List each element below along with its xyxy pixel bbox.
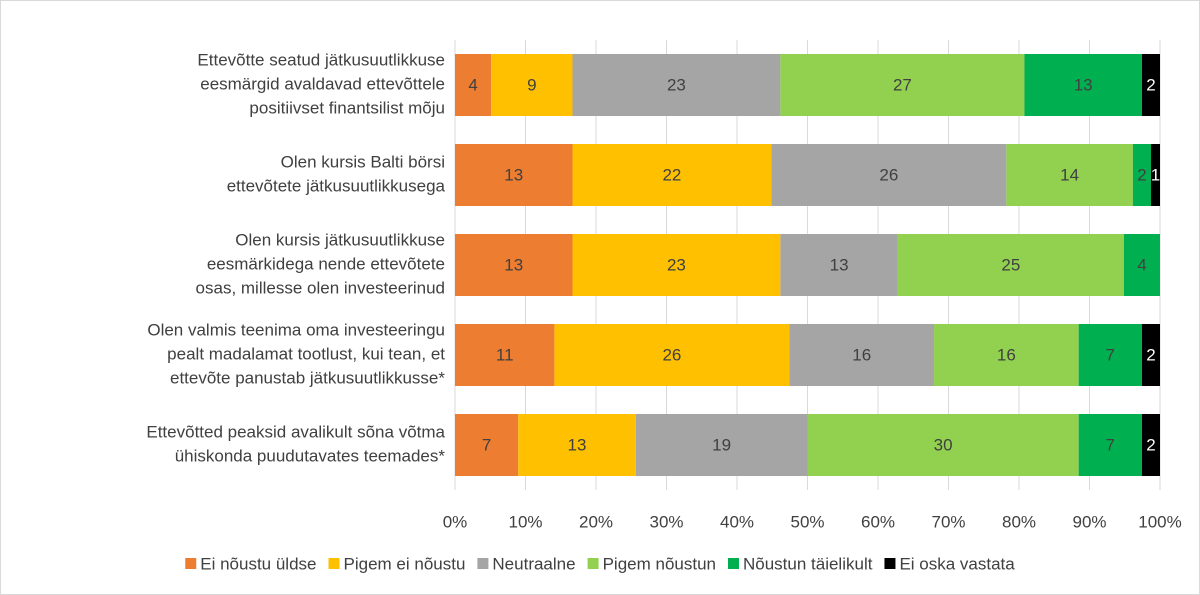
bar-segment xyxy=(780,234,898,296)
bar-segment xyxy=(1006,144,1133,206)
x-tick-label: 30% xyxy=(649,512,683,531)
y-tick-label: Ettevõtte seatud jätkusuutlikkuse xyxy=(197,50,445,69)
x-tick-label: 0% xyxy=(443,512,468,531)
bar-segment xyxy=(455,144,573,206)
data-label: 9 xyxy=(527,75,536,94)
y-tick-label: ühiskonda puudutavates teemades* xyxy=(175,446,446,465)
legend-label: Ei nõustu üldse xyxy=(200,554,316,573)
x-tick-label: 20% xyxy=(579,512,613,531)
legend-label: Pigem ei nõustu xyxy=(344,554,466,573)
data-label: 13 xyxy=(504,255,523,274)
legend-swatch xyxy=(185,558,197,569)
data-label: 4 xyxy=(1137,255,1146,274)
legend-label: Neutraalne xyxy=(492,554,575,573)
bar-segment xyxy=(455,324,555,386)
y-tick-label: positiivset finantsilist mõju xyxy=(249,98,445,117)
data-label: 25 xyxy=(1001,255,1020,274)
data-label: 4 xyxy=(468,75,477,94)
bar-segment xyxy=(1078,414,1142,476)
y-tick-label: Olen valmis teenima oma investeeringu xyxy=(147,320,445,339)
bar-segment xyxy=(572,54,781,116)
bar-segment xyxy=(780,54,1025,116)
y-tick-label: Olen kursis jätkusuutlikkuse xyxy=(235,230,445,249)
data-label: 26 xyxy=(662,345,681,364)
bar-segment xyxy=(572,234,781,296)
data-label: 30 xyxy=(934,435,953,454)
y-tick-label: eesmärgid avaldavad ettevõttele xyxy=(200,74,445,93)
bar-segment xyxy=(554,324,790,386)
data-label: 22 xyxy=(662,165,681,184)
data-label: 26 xyxy=(879,165,898,184)
bar-segment xyxy=(1123,234,1160,296)
y-tick-label: eesmärkidega nende ettevõtete xyxy=(207,254,445,273)
data-label: 2 xyxy=(1146,435,1155,454)
bar-segment xyxy=(572,144,772,206)
x-tick-label: 10% xyxy=(508,512,542,531)
y-tick-label: ettevõte panustab jätkusuutlikkusse* xyxy=(170,368,445,387)
bar-segment xyxy=(1132,144,1151,206)
bar-segment xyxy=(1141,414,1160,476)
data-label: 23 xyxy=(667,255,686,274)
y-tick-label: Olen kursis Balti börsi xyxy=(281,152,445,171)
data-label: 14 xyxy=(1060,165,1079,184)
data-label: 7 xyxy=(1106,435,1115,454)
x-tick-label: 50% xyxy=(790,512,824,531)
data-label: 19 xyxy=(712,435,731,454)
data-label: 13 xyxy=(1074,75,1093,94)
legend-swatch xyxy=(328,558,340,569)
x-tick-label: 100% xyxy=(1138,512,1181,531)
y-tick-label: ettevõtete jätkusuutlikkusega xyxy=(227,176,446,195)
bar-segment xyxy=(1141,324,1160,386)
bar-segment xyxy=(897,234,1124,296)
data-label: 2 xyxy=(1137,165,1146,184)
legend-swatch xyxy=(477,558,489,569)
bar-segment xyxy=(518,414,636,476)
y-tick-label: pealt madalamat tootlust, kui tean, et xyxy=(167,344,445,363)
bar-segment xyxy=(789,324,935,386)
data-label: 13 xyxy=(504,165,523,184)
legend-label: Nõustun täielikult xyxy=(743,554,873,573)
data-label: 16 xyxy=(852,345,871,364)
legend-label: Pigem nõustun xyxy=(603,554,716,573)
bar-segment xyxy=(1150,144,1160,206)
data-label: 7 xyxy=(482,435,491,454)
bar-segment xyxy=(635,414,808,476)
data-label: 13 xyxy=(830,255,849,274)
data-label: 1 xyxy=(1151,165,1160,184)
bar-segment xyxy=(1078,324,1142,386)
bar-segment xyxy=(1141,54,1160,116)
bar-segment xyxy=(455,54,492,116)
data-label: 2 xyxy=(1146,345,1155,364)
data-label: 13 xyxy=(568,435,587,454)
data-label: 7 xyxy=(1106,345,1115,364)
legend-swatch xyxy=(884,558,896,569)
data-label: 11 xyxy=(496,345,514,364)
bar-segment xyxy=(1024,54,1142,116)
x-tick-label: 40% xyxy=(720,512,754,531)
data-label: 2 xyxy=(1146,75,1155,94)
x-tick-label: 60% xyxy=(861,512,895,531)
bar-segment xyxy=(455,234,573,296)
x-tick-label: 70% xyxy=(931,512,965,531)
bar-segment xyxy=(491,54,573,116)
legend-swatch xyxy=(587,558,599,569)
x-tick-label: 80% xyxy=(1002,512,1036,531)
y-tick-label: Ettevõtted peaksid avalikult sõna võtma xyxy=(146,422,445,441)
legend-label: Ei oska vastata xyxy=(899,554,1015,573)
data-label: 16 xyxy=(997,345,1016,364)
y-tick-label: osas, millesse olen investeerinud xyxy=(196,278,445,297)
bar-segment xyxy=(771,144,1007,206)
data-label: 23 xyxy=(667,75,686,94)
data-label: 27 xyxy=(893,75,912,94)
x-tick-label: 90% xyxy=(1072,512,1106,531)
bar-segment xyxy=(807,414,1079,476)
bar-segment xyxy=(455,414,519,476)
bar-segment xyxy=(934,324,1079,386)
legend-swatch xyxy=(727,558,739,569)
